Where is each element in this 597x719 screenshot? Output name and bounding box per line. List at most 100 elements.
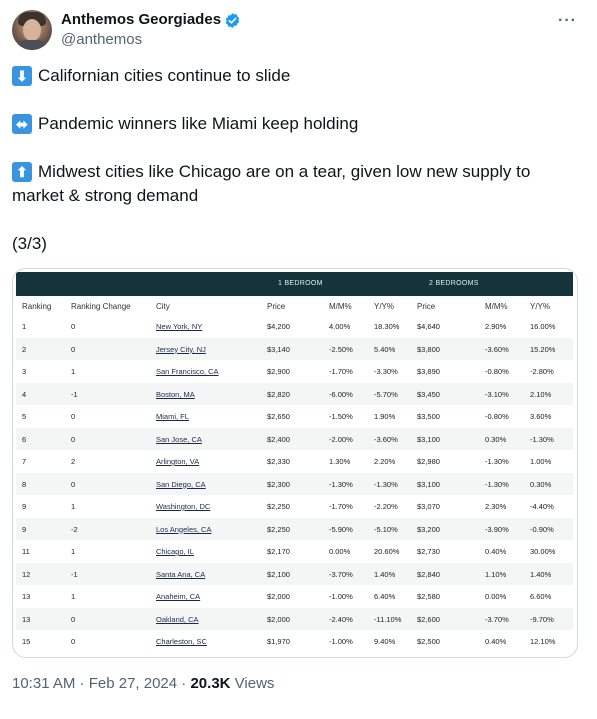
thread-marker: (3/3) xyxy=(12,234,47,253)
cell-mm-1br: -1.70% xyxy=(329,502,353,511)
cell-mm-1br: 0.00% xyxy=(329,547,351,556)
meta-separator: · xyxy=(181,675,187,692)
header-mm-2br: M/M% xyxy=(485,302,508,311)
cell-ranking-change: 0 xyxy=(71,479,76,489)
cell-city: Jersey City, NJ xyxy=(156,344,206,354)
cell-ranking: 1 xyxy=(22,322,27,331)
cell-mm-1br: -6.00% xyxy=(329,389,353,399)
table-row: 8 0 San Diego, CA $2,300 -1.30% -1.30% $3,100 -… xyxy=(16,472,573,495)
cell-mm-2br: 2.30% xyxy=(485,502,507,511)
cell-ranking-change: 1 xyxy=(71,502,76,511)
cell-ranking-change: 0 xyxy=(71,412,76,421)
cell-price-1br: $2,100 xyxy=(267,569,290,579)
cell-ranking: 3 xyxy=(22,367,27,376)
left-right-arrow-emoji-icon: ⬌ xyxy=(12,114,32,134)
cell-ranking: 2 xyxy=(22,344,27,354)
table-row: 1 0 New York, NY $4,200 4.00% 18.30% $4,640 2.9… xyxy=(16,315,573,337)
cell-price-1br: $4,200 xyxy=(267,322,290,331)
cell-yy-1br: 18.30% xyxy=(374,322,400,331)
cell-city: Oakland, CA xyxy=(156,614,199,624)
cell-yy-2br: 6.60% xyxy=(530,592,552,601)
cell-yy-2br: 0.30% xyxy=(530,479,552,489)
avatar[interactable] xyxy=(12,10,52,50)
timestamp[interactable]: 10:31 AM · Feb 27, 2024 xyxy=(12,675,178,692)
cell-yy-2br: 1.00% xyxy=(530,457,552,466)
cell-city: Boston, MA xyxy=(156,389,195,399)
cell-price-1br: $2,250 xyxy=(267,502,290,511)
handle[interactable]: @anthemos xyxy=(61,31,143,48)
cell-ranking-change: 0 xyxy=(71,434,76,444)
table-row: 9 1 Washington, DC $2,250 -1.70% -2.20% $3,070… xyxy=(16,495,573,517)
cell-yy-2br: -4.40% xyxy=(530,502,554,511)
avatar-face xyxy=(23,19,41,41)
table-row: 15 0 Charleston, SC $1,970 -1.00% 9.40% $2,500… xyxy=(16,630,573,652)
cell-ranking: 15 xyxy=(22,637,31,646)
cell-mm-2br: -3.90% xyxy=(485,524,509,534)
cell-yy-1br: -3.30% xyxy=(374,367,398,376)
cell-city: Miami, FL xyxy=(156,412,189,421)
cell-mm-1br: -1.00% xyxy=(329,592,353,601)
cell-city: Charleston, SC xyxy=(156,637,207,646)
display-name[interactable]: Anthemos Georgiades xyxy=(61,11,222,28)
tweet-line-2: ⬌ Pandemic winners like Miami keep holdi… xyxy=(12,112,572,136)
cell-mm-2br: -3.10% xyxy=(485,389,509,399)
more-options-icon[interactable]: ··· xyxy=(558,12,577,29)
cell-ranking: 6 xyxy=(22,434,27,444)
table-row: 13 0 Oakland, CA $2,000 -2.40% -11.10% $2,600 -… xyxy=(16,607,573,630)
table-row: 3 1 San Francisco, CA $2,900 -1.70% -3.30% $3,… xyxy=(16,360,573,382)
cell-mm-1br: -1.30% xyxy=(329,479,353,489)
tweet-text: ⬇ Californian cities continue to slide ⬌… xyxy=(12,64,572,256)
cell-price-1br: $2,000 xyxy=(267,614,290,624)
cell-mm-2br: -3.60% xyxy=(485,344,509,354)
table-row: 6 0 San Jose, CA $2,400 -2.00% -3.60% $3,100 0.… xyxy=(16,427,573,450)
cell-price-2br: $2,730 xyxy=(417,547,440,556)
cell-mm-1br: -1.70% xyxy=(329,367,353,376)
tweet-line-text: Californian cities continue to slide xyxy=(38,66,291,85)
cell-yy-2br: 12.10% xyxy=(530,637,556,646)
cell-ranking-change: 0 xyxy=(71,614,76,624)
table-row: 11 1 Chicago, IL $2,170 0.00% 20.60% $2,730 0.4… xyxy=(16,540,573,562)
cell-yy-1br: 1.40% xyxy=(374,569,396,579)
cell-yy-1br: -2.20% xyxy=(374,502,398,511)
cell-ranking: 11 xyxy=(22,547,30,556)
cell-price-1br: $2,400 xyxy=(267,434,290,444)
cell-ranking: 9 xyxy=(22,502,27,511)
rent-table-image[interactable]: 1 BEDROOM 2 BEDROOMS Ranking Ranking Chan… xyxy=(12,268,578,658)
cell-price-2br: $2,500 xyxy=(417,637,440,646)
up-arrow-emoji-icon: ⬆ xyxy=(12,162,32,182)
cell-ranking: 8 xyxy=(22,479,27,489)
tweet-header: Anthemos Georgiades @anthemos ··· xyxy=(12,10,585,52)
tweet-line-3: ⬆ Midwest cities like Chicago are on a t… xyxy=(12,160,572,184)
group-label-1-bedroom: 1 BEDROOM xyxy=(278,280,323,287)
cell-yy-2br: -1.30% xyxy=(530,434,554,444)
cell-price-2br: $3,500 xyxy=(417,412,440,421)
group-label-2-bedrooms: 2 BEDROOMS xyxy=(429,280,479,287)
tweet-line-continuation: market & strong demand xyxy=(12,186,199,205)
cell-yy-1br: 9.40% xyxy=(374,637,396,646)
cell-yy-2br: -0.90% xyxy=(530,524,554,534)
cell-mm-1br: 4.00% xyxy=(329,322,351,331)
cell-yy-1br: -11.10% xyxy=(374,614,402,624)
cell-ranking: 4 xyxy=(22,389,27,399)
tweet-line-text: Midwest cities like Chicago are on a tea… xyxy=(38,162,531,181)
cell-city: Anaheim, CA xyxy=(156,592,201,601)
table-row: 13 1 Anaheim, CA $2,000 -1.00% 6.40% $2,580 0.0… xyxy=(16,585,573,607)
cell-price-1br: $2,000 xyxy=(267,592,290,601)
cell-price-1br: $2,820 xyxy=(267,389,290,399)
cell-yy-2br: 3.60% xyxy=(530,412,552,421)
cell-ranking: 7 xyxy=(22,457,27,466)
cell-ranking-change: 1 xyxy=(71,367,76,376)
cell-ranking-change: -1 xyxy=(71,569,78,579)
cell-yy-1br: -3.60% xyxy=(374,434,398,444)
cell-yy-2br: 30.00% xyxy=(530,547,556,556)
table-row: 9 -2 Los Angeles, CA $2,250 -5.90% -5.10% $3,2… xyxy=(16,517,573,540)
cell-mm-1br: -1.00% xyxy=(329,637,353,646)
cell-yy-1br: -1.30% xyxy=(374,479,398,489)
tweet-meta: 10:31 AM · Feb 27, 2024 · 20.3K Views xyxy=(12,675,274,692)
cell-price-1br: $2,300 xyxy=(267,479,290,489)
cell-yy-1br: 6.40% xyxy=(374,592,396,601)
cell-yy-2br: -2.80% xyxy=(530,367,554,376)
table-row: 7 2 Arlington, VA $2,330 1.30% 2.20% $2,980 -1.… xyxy=(16,450,573,472)
cell-city: Arlington, VA xyxy=(156,457,200,466)
cell-price-2br: $3,890 xyxy=(417,367,440,376)
